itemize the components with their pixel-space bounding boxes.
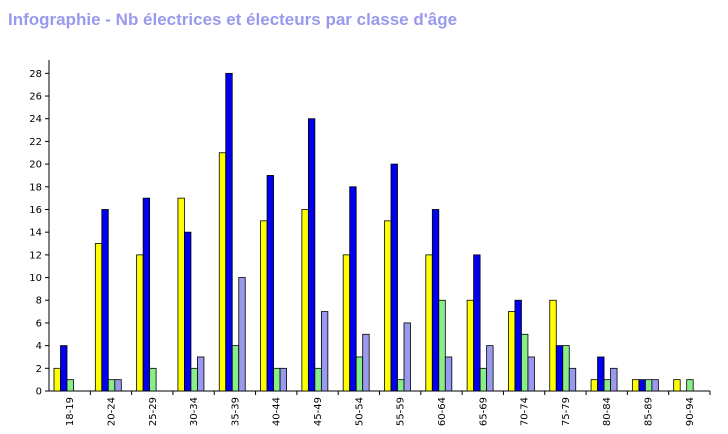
bar-25-29-series-2 bbox=[142, 197, 151, 392]
bar-30-34-series-1 bbox=[177, 197, 185, 392]
y-tick-label: 20 bbox=[29, 160, 42, 171]
bar-30-34-series-4 bbox=[197, 356, 205, 392]
bar-45-49-series-1 bbox=[301, 209, 309, 392]
bar-25-29-series-3 bbox=[149, 367, 157, 392]
bar-65-69-series-2 bbox=[473, 254, 481, 392]
bar-85-89-series-1 bbox=[631, 379, 640, 392]
bar-20-24-series-1 bbox=[94, 243, 103, 392]
bar-70-74-series-1 bbox=[508, 311, 516, 392]
x-tick-label: 45-49 bbox=[313, 397, 324, 426]
bar-60-64-series-3 bbox=[438, 299, 446, 392]
x-tick-label: 60-64 bbox=[437, 397, 448, 426]
bar-80-84-series-2 bbox=[597, 356, 605, 392]
bar-20-24-series-2 bbox=[101, 209, 109, 392]
bar-90-94-series-1 bbox=[673, 379, 681, 392]
bar-30-34-series-2 bbox=[184, 231, 192, 392]
bar-40-44-series-3 bbox=[273, 367, 281, 392]
bar-50-54-series-1 bbox=[342, 254, 351, 392]
y-tick-label: 8 bbox=[36, 296, 42, 307]
bar-90-94-series-3 bbox=[686, 379, 694, 392]
bar-85-89-series-2 bbox=[638, 379, 646, 392]
y-tick-label: 4 bbox=[36, 341, 42, 352]
y-tick-label: 14 bbox=[29, 228, 42, 239]
x-tick-label: 50-54 bbox=[354, 397, 365, 426]
y-tick-label: 0 bbox=[36, 387, 42, 398]
x-tick-label: 70-74 bbox=[520, 397, 531, 426]
bar-18-19-series-3 bbox=[66, 379, 74, 392]
bar-80-84-series-1 bbox=[590, 379, 598, 392]
bar-30-34-series-3 bbox=[190, 367, 198, 392]
x-tick-label: 20-24 bbox=[106, 397, 117, 426]
bar-70-74-series-4 bbox=[527, 356, 535, 392]
y-tick-label: 26 bbox=[29, 92, 42, 103]
bar-50-54-series-2 bbox=[349, 186, 357, 392]
bar-50-54-series-4 bbox=[362, 333, 370, 392]
bar-70-74-series-2 bbox=[514, 299, 522, 392]
bar-45-49-series-2 bbox=[307, 118, 316, 392]
x-tick-label: 65-69 bbox=[478, 397, 489, 426]
bar-65-69-series-1 bbox=[466, 299, 475, 392]
x-tick-label: 55-59 bbox=[396, 397, 407, 426]
y-tick-label: 18 bbox=[29, 182, 42, 193]
bar-60-64-series-4 bbox=[444, 356, 453, 392]
bar-75-79-series-1 bbox=[549, 299, 557, 392]
y-tick-label: 10 bbox=[29, 273, 42, 284]
bar-55-59-series-2 bbox=[390, 163, 398, 392]
bar-40-44-series-4 bbox=[279, 367, 287, 392]
x-axis-tick-labels: 18-19 20-24 25-29 30-34 35-39 40-44 45-49 50-54… bbox=[65, 397, 696, 426]
chart-bars bbox=[53, 72, 694, 392]
bar-75-79-series-3 bbox=[562, 345, 570, 392]
bar-60-64-series-1 bbox=[425, 254, 433, 392]
bar-25-29-series-1 bbox=[136, 254, 144, 392]
bar-45-49-series-3 bbox=[314, 367, 322, 392]
bar-35-39-series-2 bbox=[225, 72, 233, 392]
bar-20-24-series-3 bbox=[107, 379, 116, 392]
bar-60-64-series-2 bbox=[431, 209, 440, 392]
bar-85-89-series-4 bbox=[651, 379, 659, 392]
x-tick-label: 35-39 bbox=[230, 397, 241, 426]
y-tick-label: 28 bbox=[29, 69, 42, 80]
bar-20-24-series-4 bbox=[114, 379, 122, 392]
bar-55-59-series-4 bbox=[403, 322, 411, 392]
bar-55-59-series-3 bbox=[397, 379, 405, 392]
bar-40-44-series-1 bbox=[260, 220, 268, 392]
bar-18-19-series-2 bbox=[60, 345, 68, 392]
bar-55-59-series-1 bbox=[384, 220, 392, 392]
y-tick-label: 24 bbox=[29, 114, 42, 125]
bar-85-89-series-3 bbox=[644, 379, 653, 392]
bar-35-39-series-1 bbox=[218, 152, 227, 392]
y-tick-label: 22 bbox=[29, 137, 42, 148]
bar-75-79-series-4 bbox=[568, 367, 577, 392]
x-tick-label: 40-44 bbox=[272, 397, 283, 426]
bar-65-69-series-4 bbox=[486, 345, 494, 392]
bar-80-84-series-4 bbox=[610, 367, 618, 392]
bar-35-39-series-3 bbox=[231, 345, 240, 392]
bar-65-69-series-3 bbox=[479, 367, 488, 392]
bar-45-49-series-4 bbox=[320, 311, 329, 392]
bar-75-79-series-2 bbox=[555, 345, 564, 392]
bar-80-84-series-3 bbox=[603, 379, 611, 392]
bar-40-44-series-2 bbox=[266, 175, 274, 392]
x-tick-label: 85-89 bbox=[644, 397, 655, 426]
chart-title: Infographie - Nb électrices et électeurs… bbox=[8, 10, 458, 29]
x-tick-label: 75-79 bbox=[561, 397, 572, 426]
y-tick-label: 12 bbox=[29, 250, 42, 261]
bar-50-54-series-3 bbox=[355, 356, 364, 392]
x-tick-label: 30-34 bbox=[189, 397, 200, 426]
x-tick-label: 80-84 bbox=[602, 397, 613, 426]
bar-18-19-series-1 bbox=[53, 367, 61, 392]
x-tick-label: 18-19 bbox=[65, 397, 76, 426]
bar-35-39-series-4 bbox=[238, 277, 246, 392]
x-tick-label: 25-29 bbox=[148, 397, 159, 426]
y-tick-label: 16 bbox=[29, 205, 42, 216]
y-tick-label: 6 bbox=[36, 318, 42, 329]
x-tick-label: 90-94 bbox=[685, 397, 696, 426]
y-tick-label: 2 bbox=[36, 364, 42, 375]
bar-70-74-series-3 bbox=[521, 333, 529, 392]
